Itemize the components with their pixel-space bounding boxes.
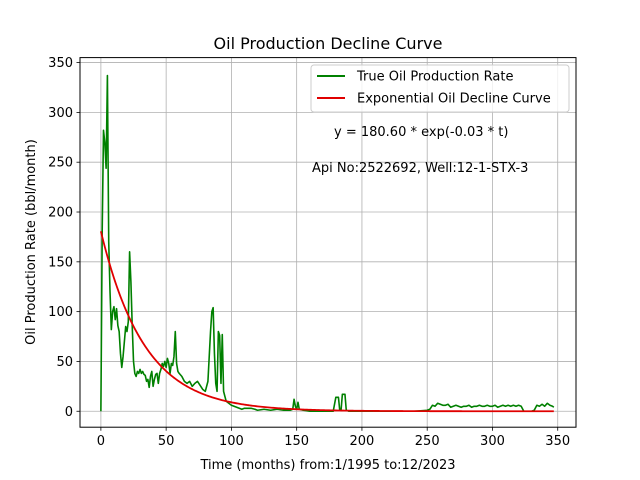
x-axis-label: Time (months) from:1/1995 to:12/2023 (199, 458, 455, 473)
chart-title: Oil Production Decline Curve (214, 34, 443, 53)
y-tick-label: 100 (48, 305, 73, 320)
y-tick-label: 300 (48, 106, 73, 121)
x-tick-label: 200 (350, 434, 375, 449)
x-tick-label: 250 (415, 434, 440, 449)
tick-layer: 0 50 100 150 200 250 300 350 0 50 100 150 200 250 300 3… (48, 56, 570, 449)
x-tick-label: 100 (219, 434, 244, 449)
plot-frame (79, 57, 577, 428)
legend-label-exponential: Exponential Oil Decline Curve (357, 92, 551, 107)
y-tick-label: 250 (48, 156, 73, 171)
x-tick-label: 150 (284, 434, 309, 449)
y-tick-label: 150 (48, 255, 73, 270)
y-axis-label: Oil Production Rate (bbl/month) (24, 139, 39, 345)
x-tick-label: 0 (97, 434, 105, 449)
x-tick-label: 50 (158, 434, 175, 449)
y-tick-label: 0 (65, 405, 73, 420)
x-tick-label: 300 (480, 434, 505, 449)
legend-label-true-oil: True Oil Production Rate (356, 70, 513, 85)
y-tick-label: 200 (48, 206, 73, 221)
legend-box (310, 64, 570, 113)
x-tick-label: 350 (545, 434, 570, 449)
plot-layer (100, 74, 555, 413)
y-tick-label: 50 (56, 355, 73, 370)
equation-annotation: y = 180.60 * exp(-0.03 * t) (334, 125, 508, 140)
y-tick-label: 350 (48, 56, 73, 71)
well-annotation: Api No:2522692, Well:12-1-STX-3 (312, 161, 528, 176)
series-line-exponential-decline (100, 231, 554, 413)
legend: True Oil Production Rate Exponential Oil… (310, 64, 570, 113)
series-line-true-oil-production (100, 74, 555, 413)
